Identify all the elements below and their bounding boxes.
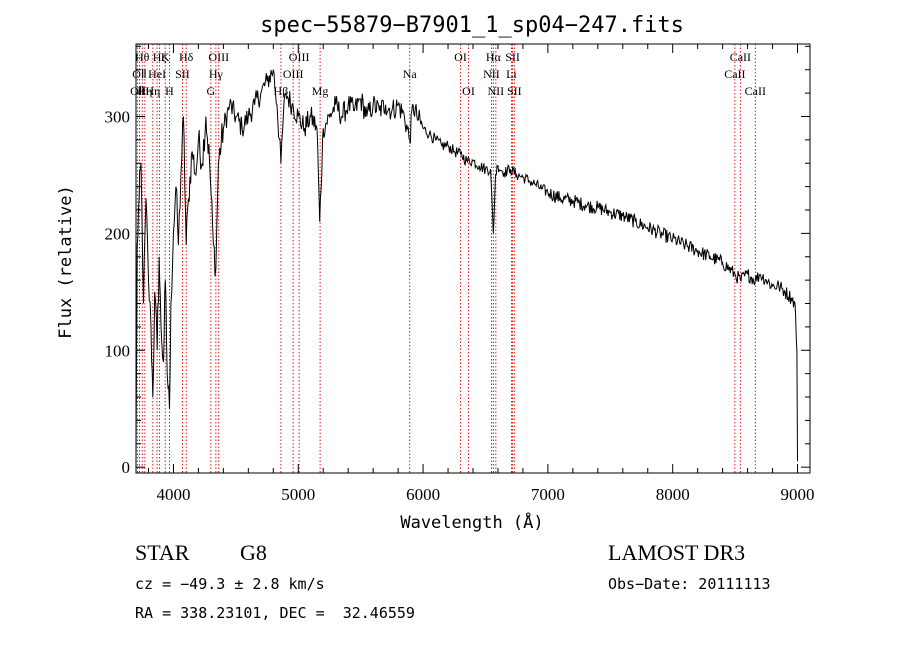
reference-line-label: CaII	[724, 67, 745, 81]
reference-line-label: Hζ	[153, 50, 167, 64]
reference-line-label: Li	[506, 67, 517, 81]
reference-line-label: CaII	[745, 84, 766, 98]
x-tick-label: 5000	[281, 485, 315, 504]
y-axis-label: Flux (relative)	[56, 185, 76, 339]
object-class: STAR	[135, 540, 190, 565]
y-tick-label: 0	[122, 458, 131, 477]
x-tick-label: 6000	[406, 485, 440, 504]
reference-line-label: G	[207, 84, 216, 98]
tick-labels-group: 4000 5000 6000 7000 8000 9000 0 100 200 300	[105, 107, 815, 504]
reference-line-label: OIII	[283, 67, 304, 81]
reference-line-label: OI	[454, 50, 467, 64]
reference-line-label: Hγ	[209, 67, 224, 81]
reference-line-label: Mg	[312, 84, 329, 98]
chart-title: spec−55879−B7901_1_sp04−247.fits	[260, 13, 684, 38]
spectrum-chart: spec−55879−B7901_1_sp04−247.fits OⅡOⅡHθH…	[56, 13, 815, 533]
reference-line-label: Hα	[486, 50, 502, 64]
y-tick-label: 100	[105, 341, 131, 360]
redshift-velocity: cz = −49.3 ± 2.8 km/s	[135, 575, 325, 593]
y-tick-label: 300	[105, 107, 131, 126]
reference-line-label: Hη	[137, 84, 152, 98]
reference-line-label: OIII	[289, 50, 310, 64]
reference-line-label: Hδ	[179, 50, 194, 64]
reference-lines-group	[136, 44, 756, 473]
reference-line-label: K	[161, 50, 170, 64]
reference-line-label: OⅡ	[130, 84, 145, 98]
reference-line-label: Na	[403, 67, 418, 81]
reference-line-label: OⅡ	[132, 67, 147, 81]
spectrum-line	[135, 69, 798, 462]
x-tick-label: 9000	[781, 485, 815, 504]
reference-line-label: NII	[483, 67, 500, 81]
reference-line-label: OIII	[208, 50, 229, 64]
object-subclass: G8	[240, 540, 267, 565]
x-tick-label: 4000	[156, 485, 190, 504]
coordinates: RA = 338.23101, DEC = 32.46559	[135, 604, 415, 622]
x-tick-label: 8000	[656, 485, 690, 504]
reference-line-label: OI	[462, 84, 475, 98]
reference-line-label: SII	[507, 84, 522, 98]
reference-line-label: Hθ	[135, 50, 150, 64]
y-tick-label: 200	[105, 224, 131, 243]
reference-line-label: HeI	[148, 67, 166, 81]
reference-line-label: NII	[488, 84, 505, 98]
x-tick-label: 7000	[531, 485, 565, 504]
x-axis-label: Wavelength (Å)	[400, 511, 543, 533]
reference-line-label: CaII	[730, 50, 751, 64]
axis-ticks-group	[136, 44, 810, 473]
survey-name: LAMOST DR3	[608, 540, 746, 565]
reference-line-label: SII	[505, 50, 520, 64]
observation-date: Obs−Date: 20111113	[608, 575, 771, 593]
reference-line-label: SII	[175, 67, 190, 81]
reference-labels-group: OⅡOⅡHθHηHηHeIHζKHSIIHδGHγOIIIHβOIIIOIIIM…	[130, 50, 766, 98]
reference-line-label: Hη	[145, 84, 160, 98]
reference-line-label: H	[165, 84, 174, 98]
